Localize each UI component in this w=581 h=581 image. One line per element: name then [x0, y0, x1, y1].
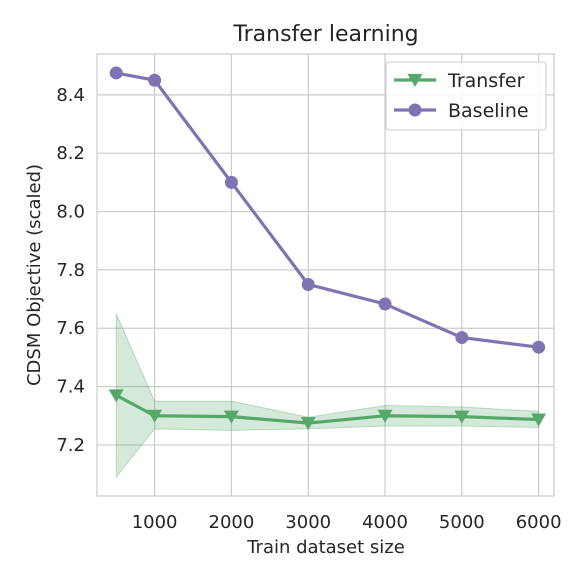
data-point-baseline — [148, 73, 162, 87]
confidence-bands — [115, 313, 540, 479]
data-point-transfer — [377, 409, 393, 423]
y-tick-label: 8.2 — [56, 143, 85, 164]
legend-marker-baseline — [408, 103, 422, 117]
x-tick-label: 6000 — [516, 512, 562, 533]
data-point-baseline — [301, 277, 315, 291]
x-tick-label: 1000 — [132, 512, 178, 533]
y-tick-label: 8.0 — [56, 202, 85, 223]
data-point-transfer — [108, 389, 124, 403]
y-tick-label: 8.4 — [56, 85, 85, 106]
chart-title: Transfer learning — [232, 22, 418, 47]
legend-label-baseline: Baseline — [448, 100, 529, 122]
data-point-transfer — [223, 410, 239, 424]
legend-marker-transfer — [407, 74, 423, 87]
x-tick-label: 5000 — [439, 512, 485, 533]
data-point-transfer — [300, 417, 316, 431]
data-point-transfer — [454, 410, 470, 424]
legend-label-transfer: Transfer — [447, 70, 525, 92]
x-tick-label: 2000 — [209, 512, 255, 533]
y-tick-label: 7.6 — [56, 318, 85, 339]
legend: Transfer Baseline — [385, 61, 547, 131]
y-tick-label: 7.2 — [56, 435, 85, 456]
x-tick-labels: 1000 2000 3000 4000 5000 6000 — [132, 512, 562, 533]
x-tick-label: 4000 — [362, 512, 408, 533]
data-point-baseline — [455, 331, 469, 345]
data-point-transfer — [531, 413, 547, 427]
y-tick-label: 7.8 — [56, 260, 85, 281]
data-point-transfer — [147, 409, 163, 423]
data-point-baseline — [532, 340, 546, 354]
x-tick-label: 3000 — [285, 512, 331, 533]
x-axis-label: Train dataset size — [246, 537, 405, 558]
y-tick-label: 7.4 — [56, 377, 85, 398]
y-tick-labels: 7.2 7.4 7.6 7.8 8.0 8.2 8.4 — [56, 85, 85, 456]
data-point-baseline — [378, 297, 392, 311]
confidence-band-transfer — [115, 313, 540, 479]
y-axis-label: CDSM Objective (scaled) — [24, 164, 45, 386]
data-point-baseline — [224, 175, 238, 189]
series-markers — [108, 66, 547, 431]
data-point-baseline — [109, 66, 123, 80]
